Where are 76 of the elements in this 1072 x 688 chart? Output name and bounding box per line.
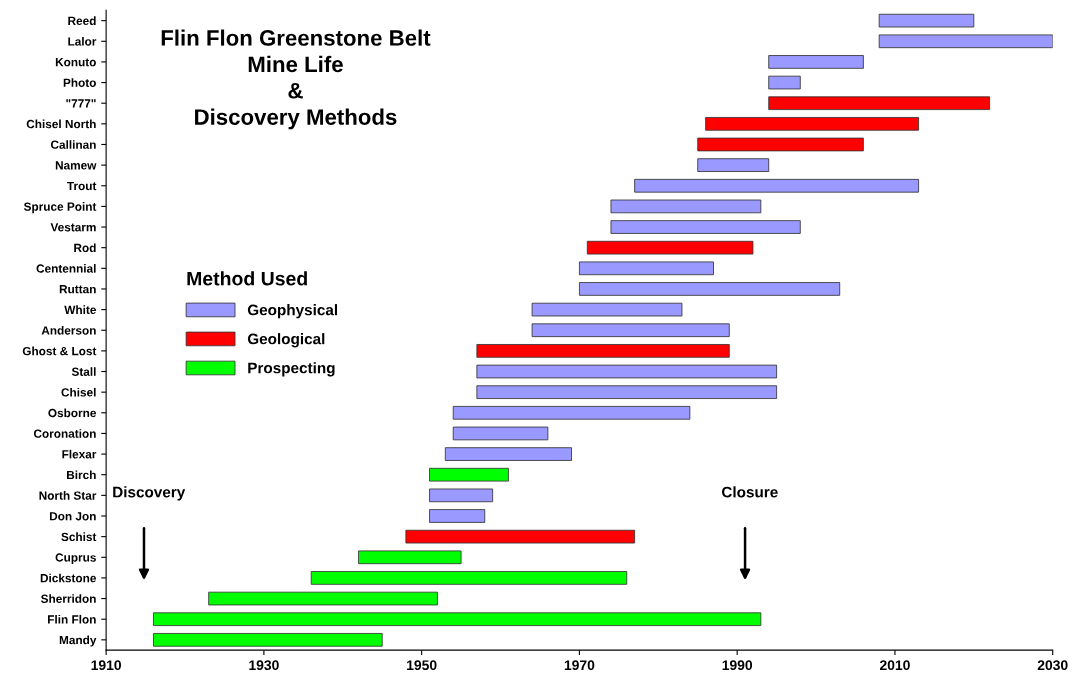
y-tick-label: Coronation [33,429,96,438]
bar [310,571,628,585]
y-tick-label: Flin Flon [48,614,96,624]
y-tick-label: Centennial [36,264,96,273]
y-tick-label: Anderson [41,325,96,335]
annotation: Discovery [113,486,186,501]
y-tick-label: Sherridon [40,594,96,603]
legend-label: Prospecting [248,362,335,377]
bar [610,199,762,214]
x-tick-label: 1910 [91,660,122,671]
bar [444,447,572,461]
legend-label: Geological [247,333,325,348]
y-tick-label: Cuprus [55,553,96,565]
x-tick-label: 1930 [249,660,279,671]
bar [476,385,778,399]
bar [878,34,1053,49]
bar [610,220,801,234]
y-tick-label: Osborne [48,408,97,418]
bar [208,591,438,606]
x-tick-label: 1970 [564,660,595,671]
bar [405,529,636,544]
bar [768,96,991,111]
bar [429,467,509,482]
bar [634,178,920,193]
y-tick-label: Stall [71,367,96,376]
y-tick-label: Vestarm [50,223,96,232]
bar [531,323,730,338]
x-tick-label: 2030 [1037,660,1068,671]
bar [531,302,683,317]
y-tick-label: Flexar [62,449,97,459]
y-tick-label: Birch [67,470,96,480]
y-tick-label: Namew [55,161,97,170]
y-tick-label: Ghost & Lost [22,346,97,356]
y-tick-label: Don Jon [49,512,96,521]
y-tick-label: Rod [74,243,96,253]
bar [452,405,691,420]
text: Flin Flon Greenstone Belt Mine Life & Discovery Methods [161,29,431,130]
bar [768,75,801,90]
bar [476,364,778,379]
y-tick-label: Photo [63,78,96,87]
y-tick-label: Chisel [61,387,96,397]
bar [429,509,486,523]
y-tick-label: Konuto [55,58,96,67]
bar [358,550,462,565]
y-tick-label: Lalor [68,37,97,46]
y-tick-label: White [64,305,96,314]
y-tick-label: Schist [61,532,97,542]
y-tick-label: North Star [39,491,97,500]
bar [878,13,975,28]
bar [476,344,730,358]
y-tick-label: Reed [68,16,96,26]
bar [579,282,841,296]
bar [429,488,494,503]
bar [697,158,770,172]
bar [452,426,549,441]
legend-title: Method Used [187,271,307,286]
bar [579,261,714,276]
y-tick-label: Chisel North [26,119,96,129]
y-tick-label: "777" [66,99,96,108]
y-tick-label: Spruce Point [23,202,97,214]
bar [586,240,754,255]
y-tick-label: Mandy [59,635,97,647]
y-tick-label: Callinan [50,140,96,149]
x-tick-label: 2010 [879,660,910,671]
y-tick-label: Ruttan [59,285,96,294]
y-tick-label: Trout [67,181,97,191]
x-tick-label: 1950 [407,660,437,671]
bar [153,633,383,647]
bar [705,117,920,131]
legend-label: Geophysical [247,304,338,319]
bar [153,612,762,627]
bar [768,55,864,69]
x-tick-label: 1990 [722,660,753,671]
annotation: Closure [721,486,778,498]
bar [697,137,864,152]
y-tick-label: Dickstone [40,573,97,583]
